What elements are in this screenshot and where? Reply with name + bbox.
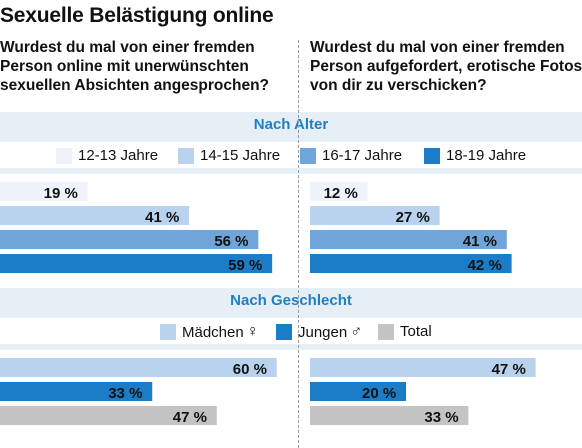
bar-right-1 <box>310 206 440 225</box>
bar-left-1 <box>0 382 153 401</box>
bar-value-label: 41 % <box>463 233 497 250</box>
legend-swatch <box>378 323 394 340</box>
legend-swatch <box>276 324 292 340</box>
gender-section-title: Nach Geschlecht <box>230 292 352 309</box>
age-legend: 12-13 Jahre 14-15 Jahre 16-17 Jahre 18-1… <box>0 142 582 168</box>
page-title: Sexuelle Belästigung online <box>0 4 274 27</box>
bar-value-label: 12 % <box>324 185 358 202</box>
bar-value-label: 27 % <box>396 209 430 226</box>
bar-value-label: 59 % <box>228 257 262 274</box>
bar-left-2 <box>0 406 217 425</box>
legend-item-16-17: 16-17 Jahre <box>300 147 402 164</box>
legend-item-total: Total <box>378 323 432 340</box>
bar-right-2 <box>310 230 507 249</box>
bar-value-label: 41 % <box>145 209 179 226</box>
bar-value-label: 47 % <box>173 409 207 426</box>
male-icon: ♂ <box>350 323 363 340</box>
question-left: Wurdest du mal von einer fremden Person … <box>0 39 270 94</box>
bar-left-0 <box>0 358 277 377</box>
bar-value-label: 56 % <box>214 233 248 250</box>
legend-label: 14-15 Jahre <box>200 147 281 164</box>
legend-item-jungen: Jungen ♂ <box>276 323 362 341</box>
gender-legend: Mädchen ♀ Jungen ♂ Total <box>0 318 582 344</box>
legend-label: 16-17 Jahre <box>322 147 403 164</box>
bar-right-0 <box>310 358 536 377</box>
legend-label: Total <box>400 323 432 340</box>
bar-right-2 <box>310 406 469 425</box>
bar-value-label: 33 % <box>424 409 458 426</box>
legend-swatch <box>160 324 176 340</box>
age-section-title: Nach Alter <box>253 116 329 133</box>
legend-label: 18-19 Jahre <box>446 147 527 164</box>
bar-value-label: 42 % <box>468 257 502 274</box>
bar-left-0 <box>0 182 88 201</box>
bar-value-label: 33 % <box>108 385 142 402</box>
bar-value-label: 47 % <box>492 361 526 378</box>
legend-swatch <box>178 147 194 164</box>
question-right: Wurdest du mal von einer fremden Person … <box>310 39 582 94</box>
bar-value-label: 19 % <box>44 185 78 202</box>
legend-item-maedchen: Mädchen ♀ <box>160 323 259 341</box>
legend-item-18-19: 18-19 Jahre <box>424 147 526 164</box>
legend-item-14-15: 14-15 Jahre <box>178 147 280 164</box>
legend-label: 12-13 Jahre <box>78 147 159 164</box>
bar-left-1 <box>0 206 190 225</box>
bar-right-0 <box>310 182 368 201</box>
legend-swatch <box>424 147 440 164</box>
bar-left-3 <box>0 254 273 273</box>
legend-item-12-13: 12-13 Jahre <box>56 147 158 164</box>
legend-label: Jungen <box>298 323 348 341</box>
bar-right-3 <box>310 254 512 273</box>
bar-right-1 <box>310 382 406 401</box>
legend-label: Mädchen <box>182 323 244 341</box>
bar-left-2 <box>0 230 259 249</box>
female-icon: ♀ <box>246 323 259 340</box>
bar-value-label: 60 % <box>233 361 267 378</box>
bar-value-label: 20 % <box>362 385 396 402</box>
legend-swatch <box>300 147 316 164</box>
legend-swatch <box>56 147 72 164</box>
column-divider <box>298 40 299 448</box>
